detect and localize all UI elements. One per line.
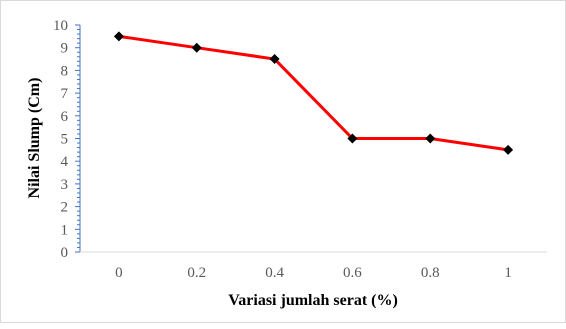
x-axis-ticks: 0 0.2 0.4 0.6 0.8 1 bbox=[115, 265, 512, 281]
y-tick-label: 10 bbox=[53, 18, 68, 34]
data-point-marker bbox=[425, 133, 436, 144]
x-tick-label: 0.8 bbox=[421, 265, 440, 281]
series-line bbox=[118, 34, 509, 152]
y-tick-label: 9 bbox=[61, 41, 69, 57]
y-tick-label: 7 bbox=[61, 86, 69, 102]
data-point-marker bbox=[503, 144, 514, 155]
series-layer bbox=[113, 31, 514, 155]
y-tick-label: 3 bbox=[61, 177, 69, 193]
y-tick-label: 1 bbox=[61, 222, 69, 238]
x-axis-title: Variasi jumlah serat (%) bbox=[228, 292, 398, 309]
y-tick-label: 0 bbox=[61, 245, 69, 261]
x-tick-label: 1 bbox=[504, 265, 512, 281]
data-point-marker bbox=[191, 42, 202, 53]
data-point-marker bbox=[269, 54, 280, 65]
y-tick-label: 5 bbox=[61, 132, 69, 148]
y-axis-ticks: 0 1 2 3 4 5 6 7 8 9 10 bbox=[53, 18, 80, 261]
y-tick-label: 2 bbox=[61, 200, 69, 216]
data-point-marker bbox=[113, 31, 124, 42]
y-tick-label: 6 bbox=[61, 109, 69, 125]
x-tick-label: 0.6 bbox=[343, 265, 362, 281]
x-tick-label: 0 bbox=[115, 265, 123, 281]
x-tick-label: 0.2 bbox=[187, 265, 206, 281]
y-tick-label: 4 bbox=[61, 154, 69, 170]
y-axis-title: Nilai Slump (Cm) bbox=[26, 78, 43, 199]
x-tick-label: 0.4 bbox=[265, 265, 284, 281]
data-point-marker bbox=[347, 133, 358, 144]
y-tick-label: 8 bbox=[61, 63, 69, 79]
